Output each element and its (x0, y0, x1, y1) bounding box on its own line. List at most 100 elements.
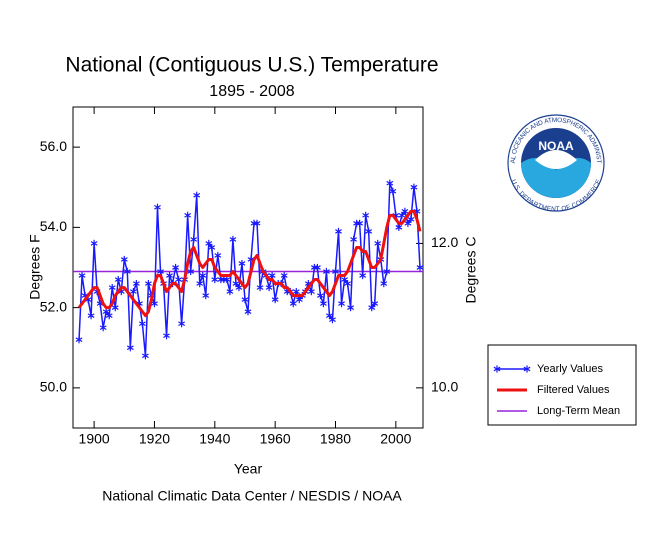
marker (114, 275, 122, 284)
marker (145, 279, 152, 288)
marker-stroke (90, 241, 98, 246)
marker (362, 211, 370, 219)
marker-stroke (316, 293, 324, 298)
y-tick-label: 54.0 (40, 218, 67, 234)
marker-stroke (151, 301, 158, 306)
marker (307, 287, 315, 296)
marker (129, 287, 137, 296)
marker-stroke (178, 321, 186, 326)
marker-stroke (99, 325, 107, 331)
marker (172, 263, 180, 272)
logo-ring-top-path: NATIONAL OCEANIC AND ATMOSPHERIC ADMINIS… (0, 0, 602, 164)
marker-stroke (280, 273, 288, 278)
marker-stroke (244, 309, 252, 314)
marker-stroke (371, 301, 379, 306)
marker (338, 300, 345, 308)
marker-stroke (374, 241, 382, 246)
marker (105, 312, 113, 320)
marker (493, 365, 501, 373)
marker-stroke (120, 257, 128, 262)
marker (329, 316, 336, 324)
marker (386, 179, 394, 187)
y-tick-label: 52.0 (40, 298, 67, 314)
marker (241, 296, 249, 304)
marker (313, 263, 321, 272)
marker-stroke (226, 289, 234, 294)
logo-text: NOAA (538, 139, 574, 153)
marker-stroke (141, 353, 149, 359)
marker-stroke (335, 229, 342, 234)
marker (184, 211, 192, 219)
marker (323, 267, 330, 276)
marker-stroke (105, 313, 113, 318)
marker (235, 283, 243, 292)
marker-stroke (229, 237, 237, 242)
marker-stroke (338, 301, 345, 306)
footer: National Climatic Data Center / NESDIS /… (102, 488, 402, 504)
marker-stroke (386, 180, 394, 186)
marker-stroke (365, 229, 373, 234)
marker-stroke (347, 305, 355, 310)
marker-stroke (175, 277, 183, 282)
logo-ring-top: NATIONAL OCEANIC AND ATMOSPHERIC ADMINIS… (0, 0, 602, 164)
marker-stroke (344, 281, 351, 286)
marker-stroke (380, 281, 388, 286)
marker (380, 279, 388, 288)
marker (138, 320, 146, 328)
marker (359, 271, 367, 280)
marker (335, 227, 342, 235)
marker (108, 283, 116, 292)
marker-stroke (416, 265, 424, 270)
marker-stroke (172, 265, 180, 270)
marker-stroke (108, 285, 116, 290)
marker (141, 352, 149, 360)
marker-stroke (211, 277, 219, 282)
marker-stroke (341, 277, 348, 282)
marker-stroke (154, 204, 161, 210)
marker-stroke (356, 221, 364, 226)
marker-stroke (145, 281, 152, 286)
marker (99, 324, 107, 332)
marker-stroke (404, 221, 412, 226)
marker (383, 267, 391, 276)
marker (416, 263, 424, 272)
marker-stroke (205, 241, 213, 246)
marker-stroke (523, 366, 531, 372)
marker-stroke (223, 277, 231, 282)
marker (193, 191, 201, 199)
marker (157, 267, 164, 276)
x-tick-label: 1900 (79, 431, 110, 447)
legend-label: Yearly Values (537, 363, 604, 375)
marker-stroke (126, 345, 134, 351)
marker (371, 300, 379, 308)
plot-frame (72, 106, 424, 429)
marker (238, 259, 246, 268)
marker (199, 271, 207, 280)
marker-stroke (138, 321, 146, 326)
marker (265, 283, 273, 292)
marker-stroke (190, 237, 198, 242)
marker (214, 251, 222, 260)
marker-stroke (268, 273, 276, 278)
marker (365, 227, 373, 235)
marker (202, 291, 210, 300)
marker-stroke (75, 337, 83, 343)
marker (87, 312, 95, 320)
marker (289, 300, 297, 308)
y2-axis-label: Degrees C (463, 237, 479, 304)
marker (196, 279, 204, 288)
x-tick-label: 2000 (380, 431, 411, 447)
marker (410, 183, 418, 191)
marker-stroke (401, 209, 409, 214)
chart-subtitle: 1895 - 2008 (209, 83, 295, 100)
marker (347, 304, 355, 312)
marker-stroke (111, 305, 119, 310)
marker-stroke (271, 297, 279, 302)
marker (223, 275, 231, 284)
marker-stroke (114, 277, 122, 282)
marker-stroke (196, 281, 204, 286)
marker (407, 215, 415, 223)
y2-tick-label: 12.0 (431, 234, 458, 250)
marker (374, 239, 382, 248)
y-tick-label: 50.0 (40, 379, 67, 395)
